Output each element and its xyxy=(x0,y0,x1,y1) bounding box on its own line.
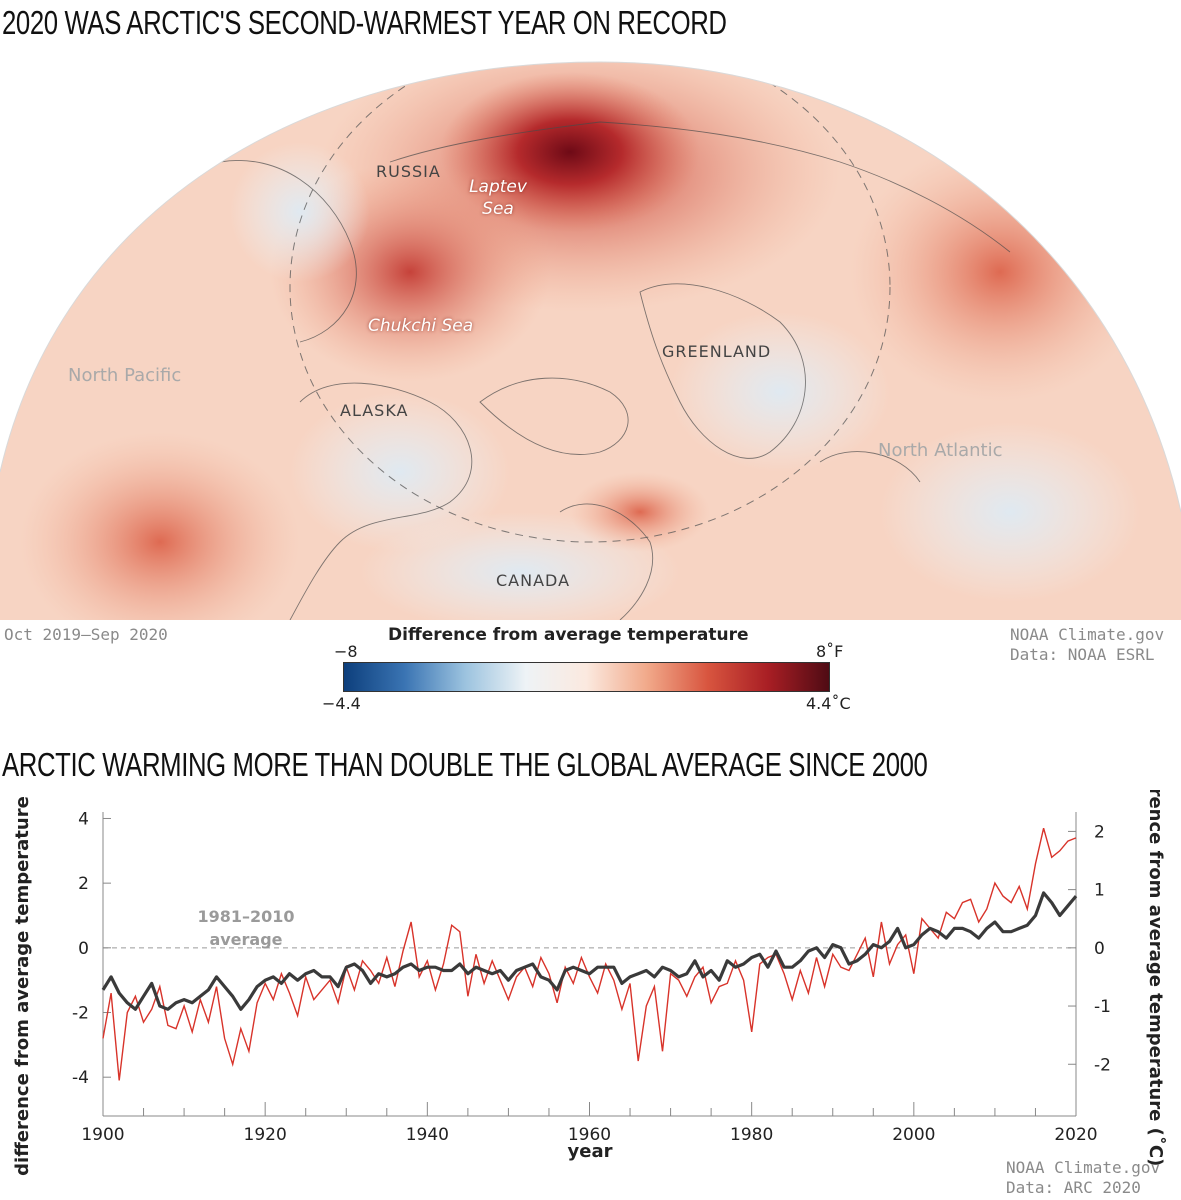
map-credit-line1: NOAA Climate.gov xyxy=(1010,625,1165,644)
laptev-line1: Laptev xyxy=(469,177,527,197)
north-pacific-label: North Pacific xyxy=(68,365,182,386)
reference-label-line2: average xyxy=(209,930,282,949)
colorbar-min-f: −8 xyxy=(334,642,358,661)
chart-credit-line1: NOAA Climate.gov xyxy=(1006,1158,1161,1177)
colorbar-min-c: −4.4 xyxy=(322,694,361,713)
laptev-line2: Sea xyxy=(482,199,514,219)
canada-label: CANADA xyxy=(496,571,571,590)
laptev-sea-label: Laptev Sea xyxy=(468,176,528,220)
chart-credit: NOAA Climate.gov Data: ARC 2020 xyxy=(1006,1158,1160,1198)
greenland-label: GREENLAND xyxy=(662,342,772,361)
map-credit-line2: Data: NOAA ESRL xyxy=(1010,645,1155,664)
alaska-label: ALASKA xyxy=(340,401,409,420)
y-tick-label-right: 2 xyxy=(1094,822,1105,842)
chart-credit-line2: Data: ARC 2020 xyxy=(1006,1178,1141,1197)
y-axis-right-ticks: 2 1 0 -1 -2 xyxy=(1068,822,1111,1075)
y-tick-label-right: 1 xyxy=(1094,881,1105,901)
x-tick-label: 1980 xyxy=(730,1125,773,1145)
x-tick-label: 2000 xyxy=(892,1125,935,1145)
map-period: Oct 2019–Sep 2020 xyxy=(4,625,168,644)
global-series-line xyxy=(101,891,1078,1011)
y-tick-label-left: 4 xyxy=(78,809,89,829)
y-tick-label-right: 0 xyxy=(1094,939,1105,959)
x-tick-label: 2020 xyxy=(1054,1125,1097,1145)
chukchi-sea-label: Chukchi Sea xyxy=(368,316,474,336)
colorbar xyxy=(343,662,830,692)
x-axis-label: year xyxy=(568,1141,613,1162)
y-tick-label-right: -1 xyxy=(1094,997,1111,1017)
y-tick-label-left: -2 xyxy=(72,1004,89,1024)
y-tick-label-left: 0 xyxy=(78,939,89,959)
y-axis-right-label: difference from average temperature (˚C) xyxy=(1145,790,1167,1166)
y-axis-left-label: difference from average temperature (˚F) xyxy=(11,790,33,1176)
north-atlantic-label: North Atlantic xyxy=(878,440,1003,461)
russia-label: RUSSIA xyxy=(376,162,441,181)
y-tick-label-left: -4 xyxy=(72,1068,89,1088)
colorbar-max-c: 4.4˚C xyxy=(806,694,851,713)
reference-label-line1: 1981–2010 xyxy=(197,907,294,926)
x-tick-label: 1920 xyxy=(244,1125,287,1145)
colorbar-max-f: 8˚F xyxy=(816,642,844,661)
chart-title: ARCTIC WARMING MORE THAN DOUBLE THE GLOB… xyxy=(2,746,928,783)
colorbar-title: Difference from average temperature xyxy=(388,625,749,645)
arctic-anomaly-map xyxy=(0,61,1181,620)
x-tick-label: 1940 xyxy=(406,1125,449,1145)
arctic-series-line xyxy=(102,828,1077,1081)
y-tick-label-right: -2 xyxy=(1094,1055,1111,1075)
x-tick-label: 1960 xyxy=(568,1125,611,1145)
y-tick-label-left: 2 xyxy=(78,874,89,894)
y-axis-left-ticks: 4 2 0 -2 -4 xyxy=(72,809,111,1088)
temperature-anomaly-chart: 1900 1920 1940 1960 1980 2000 2020 4 2 0 -2 -4 2 1 0… xyxy=(11,790,1167,1176)
map-title: 2020 WAS ARCTIC'S SECOND-WARMEST YEAR ON… xyxy=(2,4,727,41)
x-tick-label: 1900 xyxy=(81,1125,124,1145)
map-credit: NOAA Climate.gov Data: NOAA ESRL xyxy=(1010,625,1164,665)
x-axis-ticks: 1900 1920 1940 1960 1980 2000 2020 xyxy=(81,1102,1098,1145)
